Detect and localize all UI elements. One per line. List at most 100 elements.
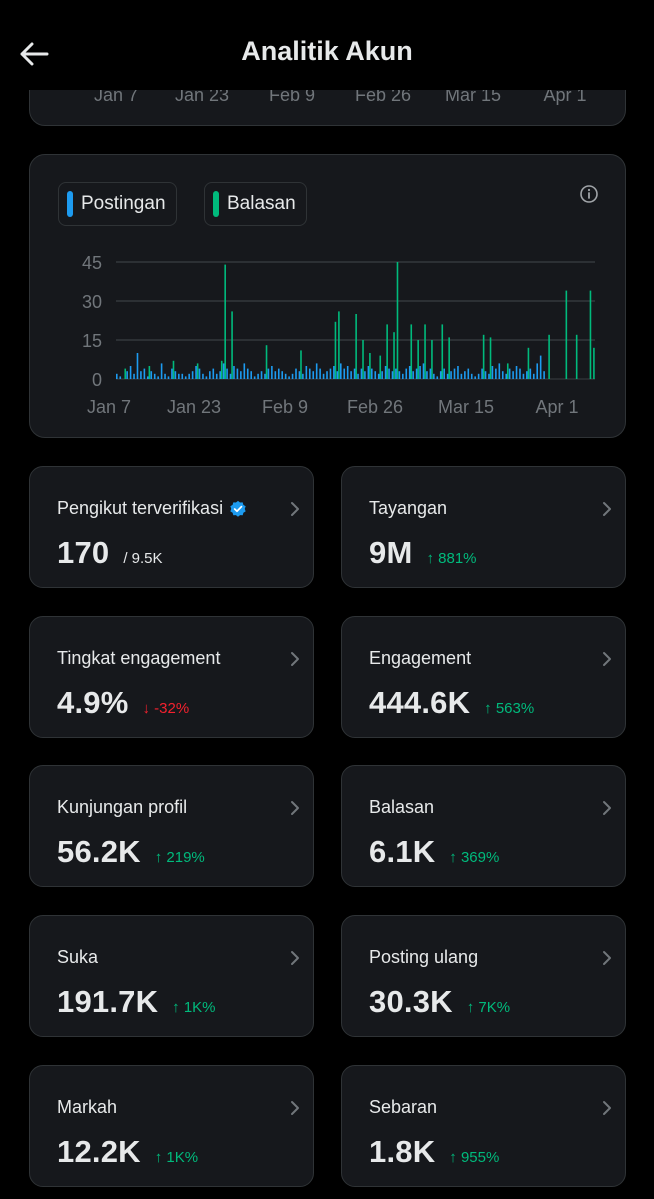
reply-bar [575,334,578,379]
post-bar [364,371,366,379]
post-bar [116,373,118,379]
post-bar [501,371,504,379]
prev-tick: Jan 23 [174,90,230,105]
stat-label: Kunjungan profil [57,797,187,818]
post-bar [343,368,346,379]
stat-value: 56.2K [57,834,141,869]
x-tick-label: Feb 26 [347,397,403,417]
post-bar [222,363,225,379]
post-bar [184,376,187,379]
posts-swatch [67,191,73,217]
post-bar [439,371,442,379]
y-tick-label: 45 [82,253,102,273]
post-bar [178,373,180,379]
post-bar [336,371,339,379]
stat-value: 9M [369,535,413,570]
prev-tick: Feb 9 [268,90,316,105]
info-icon[interactable] [579,184,599,204]
reply-bar [231,311,233,379]
stat-value: 170 [57,535,110,570]
stat-label-text: Sebaran [369,1097,438,1117]
post-bar [298,371,301,379]
previous-chart-card: Jan 7 Jan 23 Feb 9 Feb 26 Mar 15 Apr 1 [0,90,654,130]
post-bar [229,373,232,379]
stat-card-markah[interactable]: Markah 12.2K ↑ 1K% [29,1065,314,1187]
stat-value: 191.7K [57,984,159,1019]
post-bar [281,371,284,379]
stat-value: 1.8K [369,1134,436,1169]
post-bar [522,373,525,379]
stat-card-tayangan[interactable]: Tayangan 9M ↑ 881% [341,466,626,588]
legend-replies-label: Balasan [227,193,296,214]
stat-card-kunjungan-profil[interactable]: Kunjungan profil 56.2K ↑ 219% [29,765,314,887]
reply-bar [441,324,444,379]
post-bar [157,376,159,379]
post-bar [508,368,511,379]
post-bar [374,371,377,379]
post-bar [126,371,128,379]
post-bar [305,366,308,379]
back-button[interactable] [14,34,54,74]
verified-badge-icon [230,500,246,517]
post-bar [136,353,139,379]
stat-label: Markah [57,1097,117,1118]
post-bar [181,373,184,379]
activity-bar-chart: 45 30 15 0 Jan 7 Jan 23 Feb 9 Feb 26 Mar 15 Apr 1 [82,253,595,417]
stat-value-row: 12.2K ↑ 1K% [57,1134,198,1170]
stat-value-row: 6.1K ↑ 369% [369,834,499,870]
post-bar [408,366,411,379]
stat-card-tingkat-engagement[interactable]: Tingkat engagement 4.9% ↓ -32% [29,616,314,738]
post-bar [236,368,239,379]
stat-card-posting-ulang[interactable]: Posting ulang 30.3K ↑ 7K% [341,915,626,1037]
reply-bar [393,332,395,379]
post-bar [240,371,242,379]
stat-card-balasan[interactable]: Balasan 6.1K ↑ 369% [341,765,626,887]
post-bar [395,368,397,379]
post-bar [419,366,421,379]
post-bar [226,368,228,379]
reply-bar [482,334,485,379]
stat-change: ↑ 7K% [466,999,511,1016]
stat-change: ↑ 1K% [154,1149,199,1166]
post-bar [191,371,194,379]
post-bar [171,368,173,379]
stat-value: 12.2K [57,1134,141,1169]
legend-replies[interactable]: Balasan [204,182,307,226]
post-bar [167,376,170,379]
legend-posts-label: Postingan [81,193,166,214]
activity-chart-card: Postingan Balasan 45 30 15 0 Jan 7 Jan 23 Feb … [29,154,626,438]
post-bar [512,371,514,379]
stat-value: 4.9% [57,685,129,720]
prev-tick: Feb 26 [354,90,412,105]
post-bar [284,373,287,379]
stat-card-engagement[interactable]: Engagement 444.6K ↑ 563% [341,616,626,738]
stat-card-sebaran[interactable]: Sebaran 1.8K ↑ 955% [341,1065,626,1187]
post-bar [346,366,349,379]
chevron-right-icon [291,652,299,666]
legend-posts[interactable]: Postingan [58,182,177,226]
back-arrow-icon [20,42,49,66]
post-bar [215,373,218,379]
post-bar [532,373,535,379]
x-tick-label: Feb 9 [262,397,308,417]
post-bar [391,371,394,379]
chevron-right-icon [603,951,611,965]
post-bar [202,373,204,379]
post-bar [515,366,518,379]
post-bar [333,366,335,379]
post-bar [467,368,470,379]
stat-change: ↑ 955% [449,1149,500,1166]
x-tick-label: Jan 23 [167,397,221,417]
stat-label-text: Engagement [369,648,472,668]
post-bar [308,368,311,379]
post-bar [250,371,252,379]
prev-tick: Jan 7 [93,90,139,105]
stat-label-text: Suka [57,947,99,967]
post-bar [450,371,452,379]
post-bar [402,373,404,379]
post-bar [498,363,501,379]
post-bar [484,371,487,379]
chevron-right-icon [603,801,611,815]
stat-card-suka[interactable]: Suka 191.7K ↑ 1K% [29,915,314,1037]
stat-card-pengikut-terverifikasi[interactable]: Pengikut terverifikasi 170 / 9.5K [29,466,314,588]
